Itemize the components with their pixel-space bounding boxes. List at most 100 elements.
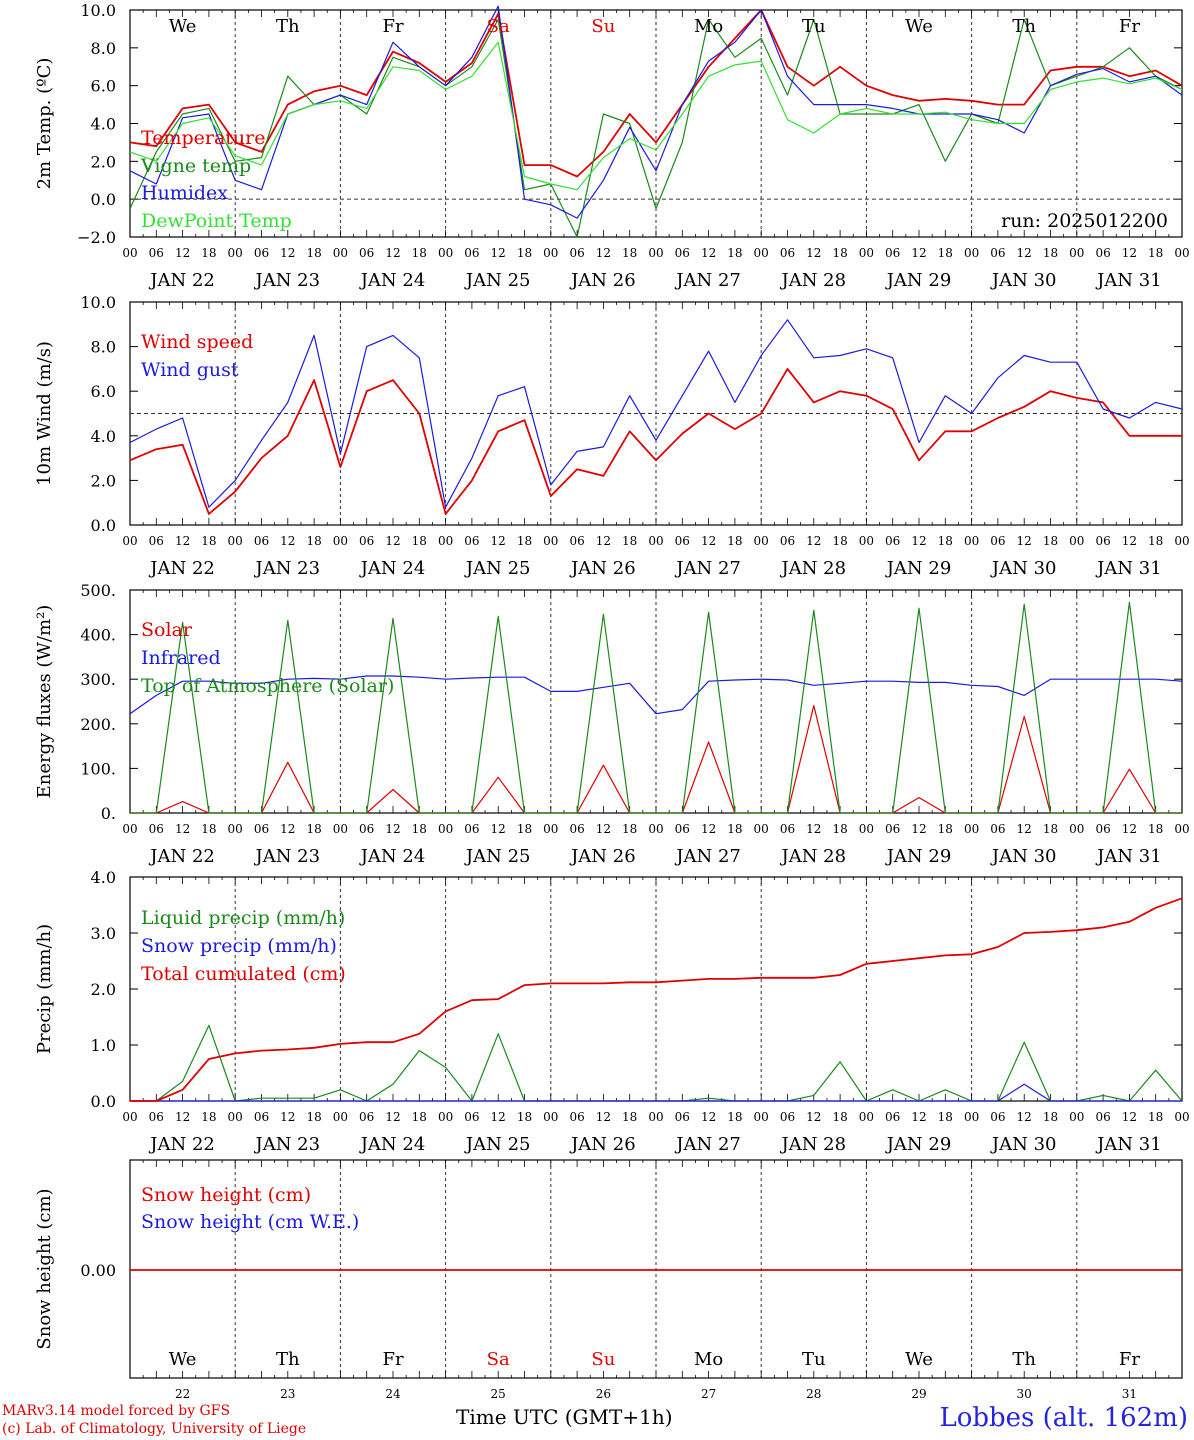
hour-tick-label: 06 — [1095, 534, 1110, 548]
day-label: JAN 30 — [990, 270, 1057, 291]
day-label: JAN 28 — [780, 846, 847, 867]
y-tick-label: 2.0 — [91, 152, 116, 171]
hour-tick-label: 12 — [1017, 1110, 1032, 1124]
hour-tick-label: 18 — [201, 822, 216, 836]
hour-tick-label: 06 — [780, 534, 795, 548]
hour-tick-label: 00 — [543, 822, 558, 836]
day-label: JAN 25 — [464, 1134, 531, 1155]
hour-tick-label: 18 — [1148, 246, 1163, 260]
hour-tick-label: 00 — [964, 246, 979, 260]
hour-tick-label: 18 — [727, 246, 742, 260]
hour-tick-label: 18 — [306, 246, 321, 260]
hour-tick-label: 18 — [1043, 1110, 1058, 1124]
day-label: JAN 31 — [1095, 270, 1162, 291]
legend-entry: Snow height (cm W.E.) — [141, 1211, 359, 1233]
day-label: JAN 30 — [990, 558, 1057, 579]
hour-tick-label: 00 — [122, 822, 137, 836]
y-tick-label: 4.0 — [91, 427, 116, 446]
series-line — [129, 675, 1183, 715]
hour-tick-label: 18 — [727, 822, 742, 836]
hour-tick-label: 06 — [359, 534, 374, 548]
weekday-label: We — [169, 16, 197, 37]
day-label: JAN 22 — [148, 558, 215, 579]
day-label: JAN 26 — [569, 1134, 636, 1155]
series-line — [129, 18, 1183, 238]
y-tick-label: 100. — [80, 759, 116, 778]
weekday-label: We — [905, 16, 933, 37]
hour-tick-label: 00 — [333, 534, 348, 548]
day-label: JAN 23 — [254, 270, 321, 291]
hour-tick-label: 06 — [359, 822, 374, 836]
day-label: JAN 30 — [990, 846, 1057, 867]
weekday-label: Sa — [487, 16, 510, 37]
hour-tick-label: 18 — [832, 246, 847, 260]
hour-tick-label: 12 — [596, 1110, 611, 1124]
hour-tick-label: 18 — [412, 822, 427, 836]
day-label: JAN 23 — [254, 846, 321, 867]
hour-tick-label: 06 — [464, 1110, 479, 1124]
day-number-label: 24 — [385, 1387, 401, 1401]
legend-entry: Total cumulated (cm) — [141, 963, 346, 985]
x-axis-title: Time UTC (GMT+1h) — [456, 1405, 673, 1429]
hour-tick-label: 00 — [122, 1110, 137, 1124]
day-label: JAN 28 — [780, 558, 847, 579]
hour-tick-label: 06 — [885, 1110, 900, 1124]
weekday-label: Th — [1012, 1349, 1036, 1370]
hour-tick-label: 18 — [1148, 1110, 1163, 1124]
lab-credit: (c) Lab. of Climatology, University of L… — [2, 1421, 307, 1437]
y-tick-label: 8.0 — [91, 338, 116, 357]
hour-tick-label: 12 — [911, 822, 926, 836]
hour-tick-label: 00 — [1069, 1110, 1084, 1124]
y-tick-label: 3.0 — [91, 924, 116, 943]
hour-tick-label: 12 — [701, 822, 716, 836]
hour-tick-label: 00 — [754, 1110, 769, 1124]
day-label: JAN 23 — [254, 558, 321, 579]
legend-entry: Wind speed — [141, 331, 253, 353]
y-tick-label: 6.0 — [91, 77, 116, 96]
hour-tick-label: 00 — [543, 246, 558, 260]
hour-tick-label: 00 — [859, 1110, 874, 1124]
hour-tick-label: 18 — [1148, 534, 1163, 548]
y-tick-label: 4.0 — [91, 868, 116, 887]
hour-tick-label: 00 — [859, 246, 874, 260]
hour-tick-label: 12 — [385, 246, 400, 260]
day-number-label: 27 — [701, 1387, 716, 1401]
hour-tick-label: 12 — [701, 534, 716, 548]
hour-tick-label: 06 — [675, 822, 690, 836]
weekday-label: Fr — [382, 1349, 403, 1370]
hour-tick-label: 18 — [1148, 822, 1163, 836]
hour-tick-label: 12 — [1122, 822, 1137, 836]
hour-tick-label: 06 — [569, 1110, 584, 1124]
hour-tick-label: 00 — [1174, 534, 1189, 548]
hour-tick-label: 18 — [1043, 246, 1058, 260]
y-tick-label: 4.0 — [91, 115, 116, 134]
weekday-label: Th — [1012, 16, 1036, 37]
hour-tick-label: 12 — [806, 534, 821, 548]
day-label: JAN 24 — [359, 270, 426, 291]
hour-tick-label: 18 — [622, 534, 637, 548]
hour-tick-label: 12 — [175, 246, 190, 260]
hour-tick-label: 00 — [122, 246, 137, 260]
weekday-label: Su — [591, 16, 615, 37]
hour-tick-label: 00 — [1069, 822, 1084, 836]
day-number-label: 28 — [806, 1387, 821, 1401]
y-tick-label: 0.0 — [91, 516, 116, 535]
weekday-label: Fr — [1119, 1349, 1140, 1370]
y-tick-label: 2.0 — [91, 980, 116, 999]
y-tick-label: 6.0 — [91, 382, 116, 401]
hour-tick-label: 12 — [491, 822, 506, 836]
hour-tick-label: 12 — [175, 822, 190, 836]
day-label: JAN 27 — [674, 846, 741, 867]
hour-tick-label: 12 — [385, 1110, 400, 1124]
weekday-label: Tu — [802, 16, 826, 37]
hour-tick-label: 18 — [412, 246, 427, 260]
hour-tick-label: 06 — [149, 822, 164, 836]
hour-tick-label: 00 — [122, 534, 137, 548]
y-tick-label: −2.0 — [77, 228, 116, 247]
day-label: JAN 29 — [885, 270, 952, 291]
hour-tick-label: 12 — [701, 1110, 716, 1124]
series-line — [130, 897, 1183, 1102]
hour-tick-label: 12 — [806, 822, 821, 836]
hour-tick-label: 06 — [254, 534, 269, 548]
